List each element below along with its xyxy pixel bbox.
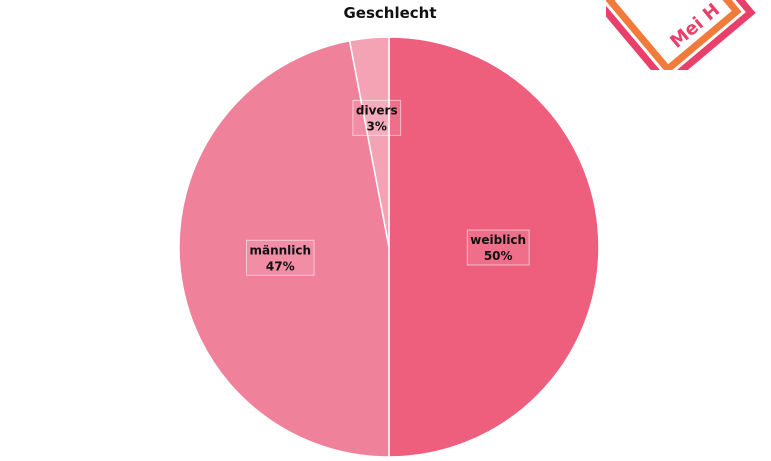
pie-label-weiblich: weiblich 50% xyxy=(466,229,530,266)
pie-label-value: 3% xyxy=(367,119,387,133)
pie-label-divers: divers 3% xyxy=(352,99,402,136)
pie-slice-männlich xyxy=(178,39,390,458)
pie-label-box xyxy=(352,99,402,136)
pie-label-name: weiblich xyxy=(470,233,526,247)
pie-label-value: 50% xyxy=(484,249,513,263)
pie-label-männlich: männlich 47% xyxy=(245,239,315,276)
pie-label-box xyxy=(466,229,530,266)
pie-label-name: männlich xyxy=(249,243,311,257)
chart-title: Geschlecht xyxy=(343,4,437,22)
pie-labels: weiblich 50% männlich 47% divers 3% xyxy=(245,99,530,276)
pie-label-value: 47% xyxy=(266,259,295,273)
pie-label-name: divers xyxy=(356,103,398,117)
pie-label-box xyxy=(245,239,315,276)
brand-logo: Mei H xyxy=(606,0,756,70)
pie-slice-weiblich xyxy=(388,36,600,458)
pie-slice-divers xyxy=(348,36,390,248)
pie-slices xyxy=(178,36,600,458)
